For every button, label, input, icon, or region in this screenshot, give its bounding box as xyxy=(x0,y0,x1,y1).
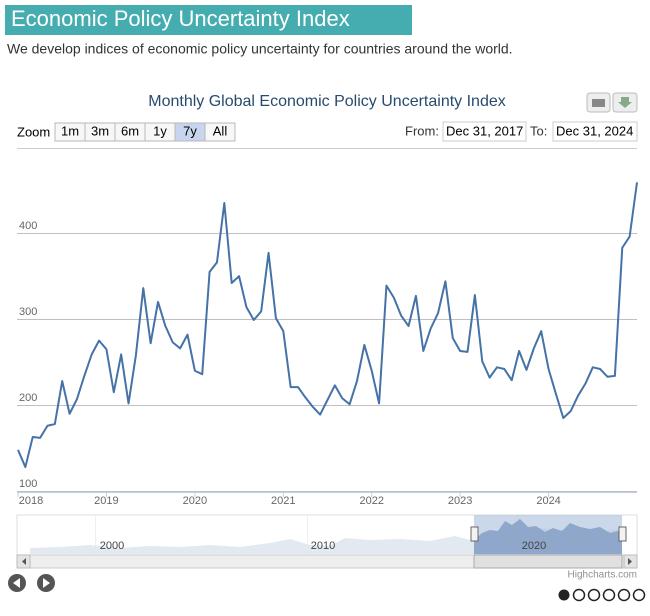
x-tick-label: 2021 xyxy=(271,495,295,507)
zoom-button-label[interactable]: 3m xyxy=(91,123,109,138)
from-label: From: xyxy=(405,123,439,138)
zoom-button-label[interactable]: 1y xyxy=(153,123,167,138)
from-input[interactable] xyxy=(442,121,527,142)
from-date[interactable]: Dec 31, 2017 xyxy=(446,123,523,138)
next-icon xyxy=(43,578,50,588)
header-bar xyxy=(5,5,412,35)
navigator-handle[interactable] xyxy=(618,526,627,542)
navigator-label: 2000 xyxy=(100,540,124,552)
pagination xyxy=(558,588,646,602)
zoom-button-label[interactable]: 6m xyxy=(121,123,139,138)
zoom-button-label[interactable]: 1m xyxy=(61,123,79,138)
zoom-button[interactable] xyxy=(204,122,236,142)
print-icon xyxy=(592,99,605,107)
page-dot[interactable] xyxy=(602,588,616,602)
scrollbar-arrow xyxy=(628,558,632,565)
y-tick-label: 300 xyxy=(19,306,37,318)
page-title: Economic Policy Uncertainty Index xyxy=(11,6,350,31)
zoom-buttons: 1m 3m 6m 1y 7y All xyxy=(54,122,236,142)
page-subtitle: We develop indices of economic policy un… xyxy=(7,41,513,57)
to-date[interactable]: Dec 31, 2024 xyxy=(556,123,633,138)
download-icon xyxy=(618,97,632,108)
x-tick-label: 2019 xyxy=(94,495,118,507)
navigator-label: 2020 xyxy=(522,540,546,552)
navigator-selected-series xyxy=(474,519,622,554)
x-tick-label: 2024 xyxy=(536,495,560,507)
credits[interactable]: Highcharts.com xyxy=(568,570,637,581)
x-tick-label: 2020 xyxy=(183,495,207,507)
x-tick-label: 2018 xyxy=(19,495,43,507)
chart-title: Monthly Global Economic Policy Uncertain… xyxy=(148,93,506,110)
y-tick-label: 100 xyxy=(19,478,37,490)
export-buttons[interactable] xyxy=(586,92,638,113)
zoom-label: Zoom xyxy=(17,124,50,139)
scrollbar-arrow xyxy=(22,558,26,565)
y-tick-label: 200 xyxy=(19,392,37,404)
zoom-button-label[interactable]: 7y xyxy=(183,123,197,138)
to-label: To: xyxy=(530,123,547,138)
page-dot[interactable] xyxy=(617,588,631,602)
to-input[interactable] xyxy=(552,121,638,142)
page-dot[interactable] xyxy=(572,588,586,602)
scrollbar-thumb[interactable] xyxy=(473,554,623,569)
page-dot[interactable] xyxy=(632,588,646,602)
navigator-handle[interactable] xyxy=(470,526,479,542)
y-tick-label: 400 xyxy=(19,220,37,232)
prev-icon xyxy=(13,578,20,588)
plot-area: 100 200 300 400 2018 2019 2020 2021 2022 2023 2024 xyxy=(17,182,638,507)
page-dot[interactable] xyxy=(558,589,570,601)
x-tick-label: 2022 xyxy=(359,495,383,507)
navigator xyxy=(16,514,638,569)
zoom-button-label[interactable]: All xyxy=(213,123,228,138)
series-line xyxy=(17,182,638,469)
navigator-label: 2010 xyxy=(311,540,335,552)
navigator-labels: 2000 2010 2020 xyxy=(100,540,546,552)
page-dot[interactable] xyxy=(587,588,601,602)
x-tick-label: 2023 xyxy=(448,495,472,507)
navigator-series xyxy=(30,526,620,554)
